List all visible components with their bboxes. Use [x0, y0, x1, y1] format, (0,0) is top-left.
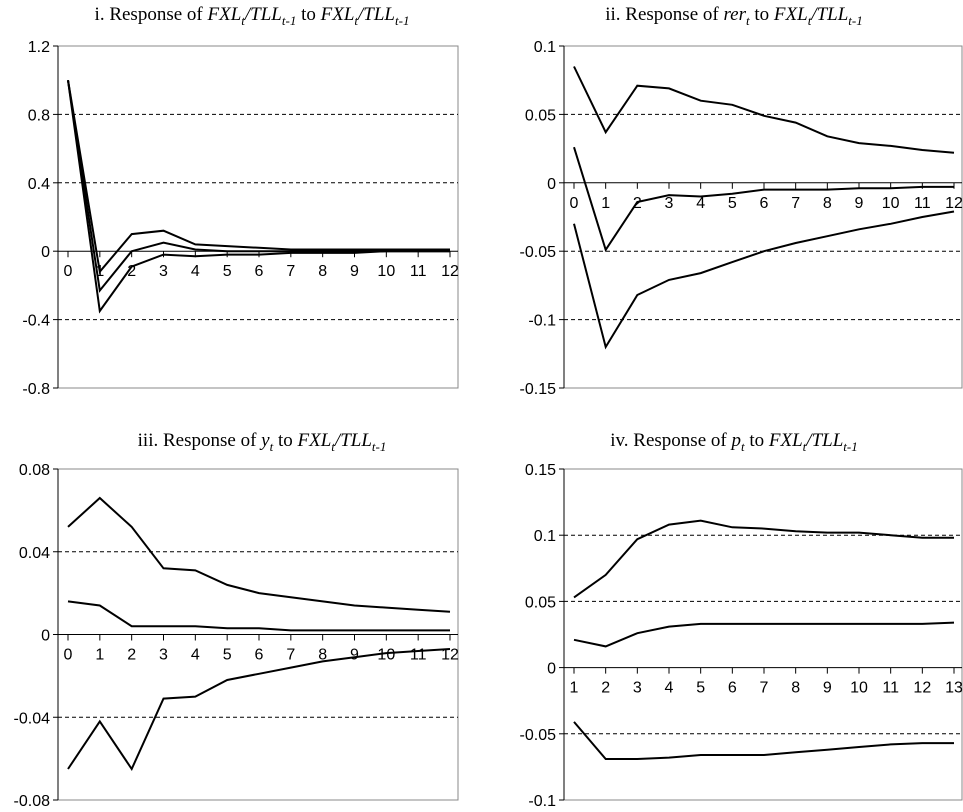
x-tick-label: 8	[791, 680, 800, 697]
y-tick-label: -0.08	[14, 793, 51, 810]
x-tick-label: 4	[191, 263, 200, 280]
irf-panel-3: iii. Response of yt to FXLt/TLLt-1 -0.08 -…	[14, 430, 459, 810]
x-tick-label: 6	[255, 647, 264, 664]
x-tick-label: 12	[913, 680, 931, 697]
x-tick-label: 0	[64, 647, 73, 664]
panel-title-1: i. Response of FXLt/TLLt-1 to FXLt/TLLt-…	[95, 4, 410, 28]
x-tick-label: 11	[410, 647, 427, 664]
irf-panel-1: i. Response of FXLt/TLLt-1 to FXLt/TLLt-…	[22, 4, 459, 398]
x-tick-label: 4	[696, 195, 705, 212]
y-tick-label: 0.4	[28, 176, 50, 193]
panel-title-3: iii. Response of yt to FXLt/TLLt-1	[138, 430, 387, 454]
x-tick-label: 3	[665, 195, 674, 212]
x-tick-label: 6	[760, 195, 769, 212]
y-tick-label: -0.05	[520, 727, 557, 744]
x-tick-label: 0	[64, 263, 73, 280]
y-tick-label: -0.4	[22, 313, 50, 330]
x-tick-label: 9	[855, 195, 864, 212]
series-line-3	[67, 648, 451, 772]
x-tick-label: 6	[255, 263, 264, 280]
x-tick-label: 7	[791, 195, 800, 212]
series-line-3	[67, 80, 450, 314]
y-tick-label: 0.1	[534, 528, 556, 545]
y-tick-label: 0	[41, 628, 50, 645]
x-tick-label: 9	[350, 647, 359, 664]
y-tick-label: 0.05	[525, 594, 556, 611]
x-tick-label: 12	[945, 195, 963, 212]
x-tick-label: 1	[95, 647, 104, 664]
x-tick-label: 11	[882, 680, 899, 697]
x-tick-label: 7	[286, 647, 295, 664]
series-line-1	[573, 519, 954, 599]
x-tick-label: 7	[286, 263, 295, 280]
y-tick-label: 0.1	[534, 39, 556, 56]
y-tick-label: 0.15	[525, 462, 556, 479]
x-tick-label: 9	[823, 680, 832, 697]
y-tick-label: 0	[547, 661, 556, 678]
series-line-3	[573, 210, 955, 350]
irf-panel-4: iv. Response of pt to FXLt/TLLt-1 -0.1 -0.…	[520, 430, 963, 810]
x-tick-label: 8	[318, 647, 327, 664]
series-line-1	[67, 496, 451, 613]
y-tick-label: -0.8	[22, 381, 50, 398]
x-tick-label: 5	[728, 195, 737, 212]
panel-title-2: ii. Response of rert to FXLt/TLLt-1	[605, 4, 863, 28]
series-line-1	[573, 66, 955, 154]
x-tick-label: 9	[350, 263, 359, 280]
x-tick-label: 8	[318, 263, 327, 280]
plot-frame	[57, 45, 459, 389]
x-tick-label: 7	[760, 680, 769, 697]
y-tick-label: -0.15	[520, 381, 557, 398]
x-tick-label: 3	[159, 263, 168, 280]
plot-frame	[563, 468, 963, 801]
x-tick-label: 1	[601, 195, 610, 212]
x-tick-label: 11	[914, 195, 931, 212]
y-tick-label: -0.1	[528, 793, 556, 810]
x-tick-label: 10	[882, 195, 900, 212]
x-tick-label: 2	[601, 680, 610, 697]
plot-frame	[563, 45, 963, 389]
x-tick-label: 10	[377, 263, 395, 280]
y-tick-label: -0.04	[14, 710, 51, 727]
y-tick-label: 0.04	[19, 545, 50, 562]
x-tick-label: 1	[570, 680, 579, 697]
x-tick-label: 11	[410, 263, 427, 280]
panel-title-4: iv. Response of pt to FXLt/TLLt-1	[610, 430, 857, 454]
y-tick-label: -0.05	[520, 244, 557, 261]
x-tick-label: 13	[945, 680, 963, 697]
y-tick-label: 0.08	[19, 462, 50, 479]
series-line-1	[67, 80, 450, 274]
x-tick-label: 5	[696, 680, 705, 697]
x-tick-label: 10	[377, 647, 395, 664]
y-tick-label: 0.8	[28, 107, 50, 124]
x-tick-label: 3	[159, 647, 168, 664]
y-tick-label: 1.2	[28, 39, 50, 56]
irf-panel-2: ii. Response of rert to FXLt/TLLt-1-0.15…	[520, 4, 963, 398]
y-tick-label: 0	[547, 176, 556, 193]
x-tick-label: 0	[570, 195, 579, 212]
series-line-2	[573, 621, 955, 648]
series-line-2	[67, 80, 450, 293]
x-tick-label: 12	[441, 263, 459, 280]
x-tick-label: 8	[823, 195, 832, 212]
x-tick-label: 2	[127, 263, 136, 280]
series-line-3	[573, 721, 954, 760]
y-tick-label: 0.05	[525, 107, 556, 124]
series-line-2	[573, 146, 954, 253]
y-tick-label: 0	[41, 244, 50, 261]
x-tick-label: 3	[633, 680, 642, 697]
x-tick-label: 4	[191, 647, 200, 664]
x-tick-label: 10	[850, 680, 868, 697]
series-line-2	[67, 600, 450, 632]
y-tick-label: -0.1	[528, 313, 556, 330]
x-tick-label: 2	[127, 647, 136, 664]
x-tick-label: 4	[665, 680, 674, 697]
x-tick-label: 12	[441, 647, 459, 664]
x-tick-label: 5	[223, 263, 232, 280]
x-tick-label: 6	[728, 680, 737, 697]
x-tick-label: 5	[223, 647, 232, 664]
